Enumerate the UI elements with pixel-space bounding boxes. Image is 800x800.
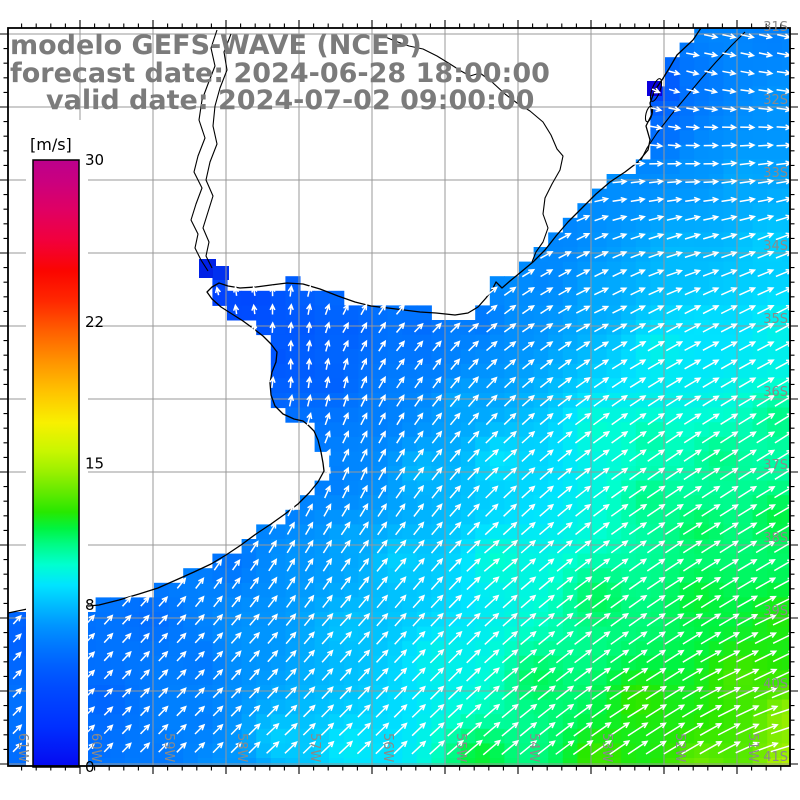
colorbar-tick-label: 0: [85, 758, 95, 776]
lagoon-blob: [644, 105, 654, 123]
valid-date: valid date: 2024-07-02 09:00:00: [46, 85, 535, 116]
lat-label: 35S: [763, 312, 788, 327]
lat-label: 40S: [763, 677, 788, 692]
lagoon-blob: [649, 78, 663, 102]
wind-speed-cells: [8, 28, 790, 766]
river-path: [190, 29, 218, 272]
lat-label: 36S: [763, 385, 788, 400]
lat-label: 37S: [763, 458, 788, 473]
colorbar: [m/s] 30 22 15 8 0: [26, 120, 104, 776]
colorbar-gradient: [32, 159, 80, 768]
coastline: [8, 28, 746, 614]
longitude-labels: 61W 60W 59W 58W 57W 56W 55W 54W 53W 52W 51W: [15, 733, 760, 763]
colorbar-tick-label: 8: [85, 596, 95, 614]
map-area: [8, 28, 790, 766]
colorbar-tick-label: 15: [85, 455, 104, 473]
lat-label: 33S: [763, 166, 788, 181]
lat-label: 41S: [763, 750, 788, 765]
lon-label: 60W: [88, 733, 103, 763]
lagoon-path: [640, 31, 746, 161]
lon-label: 58W: [234, 733, 249, 763]
wind-speed-cell: [213, 266, 229, 280]
wind-arrow-paths: [12, 33, 790, 756]
lon-label: 59W: [161, 733, 176, 763]
lon-label: 57W: [307, 733, 322, 763]
lat-label: 32S: [763, 93, 788, 108]
colorbar-tick-label: 30: [85, 151, 104, 169]
latitude-labels: 31S 32S 33S 34S 35S 36S 37S 38S 39S 40S 41S: [763, 20, 788, 765]
axis-ticks: [0, 20, 798, 774]
lagoon-path: [382, 35, 564, 263]
river-path: [202, 33, 232, 269]
lat-label: 34S: [763, 239, 788, 254]
map-frame: [7, 27, 791, 767]
lon-label: 56W: [380, 733, 395, 763]
lon-label: 54W: [526, 733, 541, 763]
lat-label: 39S: [763, 604, 788, 619]
coastline-path: [8, 28, 702, 614]
colorbar-tick-label: 22: [85, 313, 104, 331]
lon-label: 51W: [745, 733, 760, 763]
lon-label: 55W: [453, 733, 468, 763]
lat-label: 38S: [763, 531, 788, 546]
forecast-date: forecast date: 2024-06-28 18:00:00: [10, 58, 550, 89]
model-title: modelo GEFS-WAVE (NCEP): [10, 30, 422, 61]
colorbar-unit-label: [m/s]: [30, 135, 72, 154]
wind-arrows: [12, 33, 790, 756]
lon-label: 52W: [672, 733, 687, 763]
lat-label: 31S: [763, 20, 788, 35]
lon-label: 53W: [599, 733, 614, 763]
lon-label: 61W: [15, 733, 30, 763]
